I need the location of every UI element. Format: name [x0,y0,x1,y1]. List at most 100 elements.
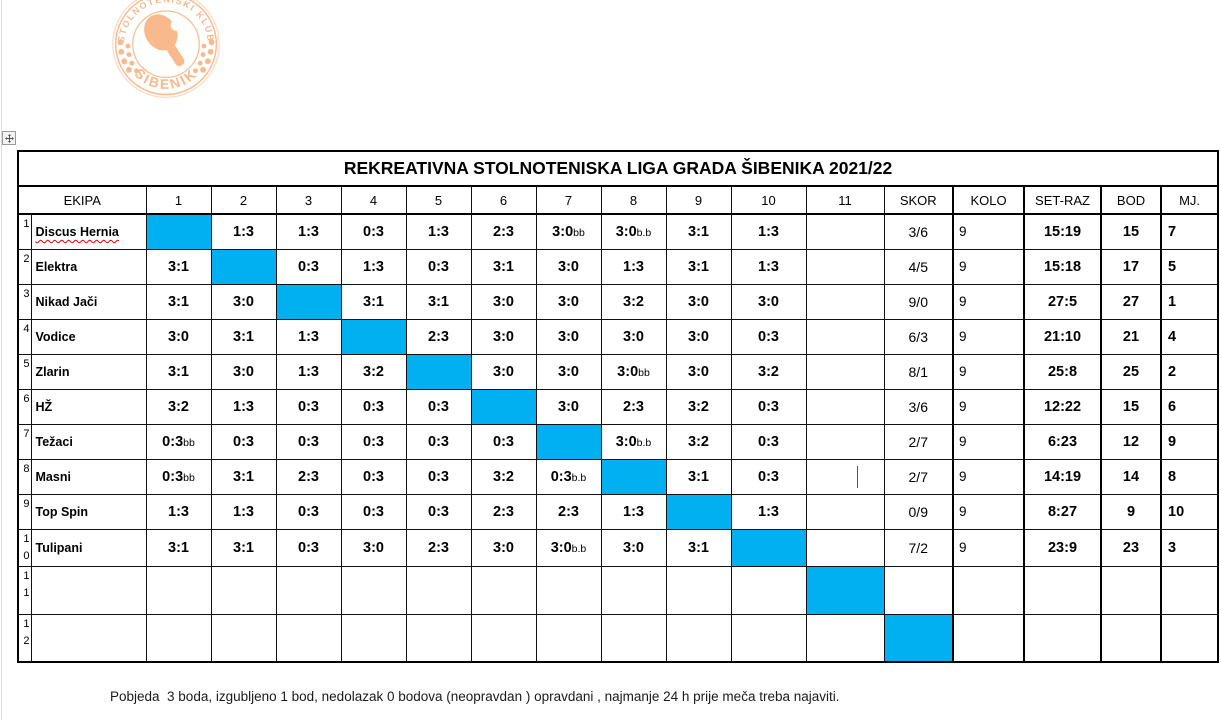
result-cell[interactable] [805,613,885,663]
result-cell[interactable]: 1:3 [210,213,277,250]
result-cell[interactable]: 3:1 [470,248,537,285]
set-raz-cell[interactable] [1023,565,1102,615]
result-cell[interactable]: 0:3 [275,493,342,530]
result-cell[interactable]: 3:1 [145,248,212,285]
bod-cell[interactable]: 17 [1100,248,1162,285]
skor-cell[interactable]: 6/3 [883,318,954,355]
result-cell[interactable]: 1:3 [210,493,277,530]
mjesto-cell[interactable]: 10 [1159,493,1219,530]
result-cell[interactable]: 1:3 [600,493,667,530]
result-cell[interactable]: 3:2 [340,353,407,390]
team-name-cell[interactable]: Masni [30,458,147,495]
result-cell[interactable] [805,353,885,390]
row-number[interactable]: 2 [17,248,32,285]
result-cell[interactable]: 3:1 [665,248,732,285]
result-cell[interactable]: 1:3 [275,318,342,355]
result-cell[interactable]: 3:0 [730,283,807,320]
result-cell[interactable] [145,613,212,663]
result-cell[interactable]: 1:3 [730,248,807,285]
col-header-5[interactable]: 5 [405,185,472,215]
kolo-cell[interactable]: 9 [952,213,1025,250]
result-cell[interactable]: 3:0 [210,283,277,320]
team-name-cell[interactable]: Težaci [30,423,147,460]
diagonal-self-cell[interactable] [600,458,667,495]
row-number[interactable]: 7 [17,423,32,460]
result-cell[interactable]: 3:1 [210,458,277,495]
result-cell[interactable]: 3:1 [145,283,212,320]
result-cell[interactable] [340,565,407,615]
result-cell[interactable]: 1:3 [600,248,667,285]
result-cell[interactable]: 3:1 [210,528,277,567]
result-cell[interactable] [405,565,472,615]
result-cell[interactable] [405,613,472,663]
result-cell[interactable]: 3:2 [665,388,732,425]
kolo-cell[interactable]: 9 [952,353,1025,390]
skor-cell[interactable]: 0/9 [883,493,954,530]
result-cell[interactable]: 0:3 [470,423,537,460]
result-cell[interactable]: 3:0bb [600,353,667,390]
row-number[interactable]: 4 [17,318,32,355]
mjesto-cell[interactable]: 5 [1159,248,1219,285]
result-cell[interactable]: 0:3 [730,318,807,355]
result-cell[interactable] [535,565,602,615]
team-name-cell[interactable]: Top Spin [30,493,147,530]
result-cell[interactable]: 3:2 [730,353,807,390]
mjesto-cell[interactable]: 2 [1159,353,1219,390]
kolo-cell[interactable]: 9 [952,493,1025,530]
row-number[interactable]: 6 [17,388,32,425]
result-cell[interactable]: 3:0 [470,353,537,390]
result-cell[interactable]: 1:3 [210,388,277,425]
skor-cell[interactable] [883,565,954,615]
set-raz-cell[interactable]: 27:5 [1023,283,1102,320]
kolo-cell[interactable] [952,613,1025,663]
row-number[interactable]: 11 [17,565,32,615]
bod-cell[interactable]: 27 [1100,283,1162,320]
result-cell[interactable]: 3:0 [665,283,732,320]
result-cell[interactable]: 3:0 [340,528,407,567]
diagonal-self-cell[interactable] [883,613,954,663]
result-cell[interactable]: 3:0 [665,353,732,390]
result-cell[interactable]: 2:3 [470,213,537,250]
result-cell[interactable]: 2:3 [275,458,342,495]
diagonal-self-cell[interactable] [470,388,537,425]
result-cell[interactable] [805,213,885,250]
result-cell[interactable] [805,423,885,460]
diagonal-self-cell[interactable] [535,423,602,460]
skor-cell[interactable]: 9/0 [883,283,954,320]
result-cell[interactable]: 3:1 [210,318,277,355]
set-raz-cell[interactable]: 15:18 [1023,248,1102,285]
bod-cell[interactable] [1100,565,1162,615]
result-cell[interactable]: 3:0 [535,283,602,320]
row-number[interactable]: 3 [17,283,32,320]
bod-cell[interactable]: 12 [1100,423,1162,460]
col-header-mj[interactable]: MJ. [1159,185,1219,215]
col-header-1[interactable]: 1 [145,185,212,215]
col-header-2[interactable]: 2 [210,185,277,215]
result-cell[interactable]: 0:3 [340,493,407,530]
skor-cell[interactable]: 2/7 [883,423,954,460]
kolo-cell[interactable]: 9 [952,318,1025,355]
diagonal-self-cell[interactable] [405,353,472,390]
diagonal-self-cell[interactable] [805,565,885,615]
result-cell[interactable] [805,318,885,355]
team-name-cell[interactable] [30,613,147,663]
diagonal-self-cell[interactable] [340,318,407,355]
mjesto-cell[interactable]: 8 [1159,458,1219,495]
result-cell[interactable]: 0:3 [405,493,472,530]
result-cell[interactable] [665,565,732,615]
result-cell[interactable]: 3:0 [210,353,277,390]
result-cell[interactable]: 0:3 [275,248,342,285]
bod-cell[interactable]: 9 [1100,493,1162,530]
team-name-cell[interactable]: HŽ [30,388,147,425]
mjesto-cell[interactable]: 4 [1159,318,1219,355]
result-cell[interactable]: 1:3 [340,248,407,285]
table-move-handle[interactable] [2,131,16,145]
kolo-cell[interactable]: 9 [952,423,1025,460]
col-header-10[interactable]: 10 [730,185,807,215]
mjesto-cell[interactable]: 1 [1159,283,1219,320]
result-cell[interactable]: 0:3 [340,423,407,460]
skor-cell[interactable]: 8/1 [883,353,954,390]
result-cell[interactable]: 0:3 [210,423,277,460]
col-header-4[interactable]: 4 [340,185,407,215]
result-cell[interactable] [805,248,885,285]
